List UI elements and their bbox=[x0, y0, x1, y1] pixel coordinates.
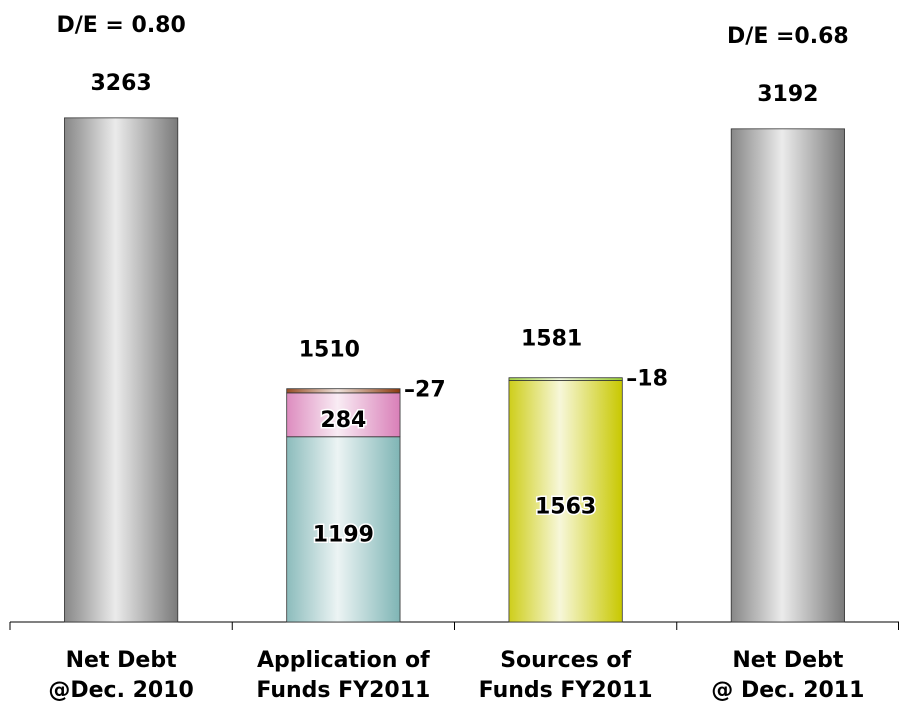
bar-segment bbox=[508, 377, 623, 381]
value-label: 1199 bbox=[313, 522, 374, 547]
value-label: –27 bbox=[404, 378, 446, 403]
value-label: 3263 bbox=[91, 71, 152, 96]
x-tick-label: Net Debt bbox=[66, 648, 177, 673]
bar-segment bbox=[286, 388, 401, 394]
bar-segment bbox=[286, 436, 401, 623]
bar-segment bbox=[286, 392, 401, 438]
x-tick-label: Funds FY2011 bbox=[256, 678, 430, 702]
bar-segment bbox=[64, 117, 179, 623]
total-label: 1581 bbox=[521, 327, 582, 352]
bar-segment bbox=[730, 128, 845, 623]
annotation: D/E = 0.80 bbox=[56, 13, 185, 38]
x-tick-label: Funds FY2011 bbox=[479, 678, 653, 702]
value-label: 3192 bbox=[757, 82, 818, 107]
x-tick-label: Net Debt bbox=[732, 648, 843, 673]
x-tick-label: @ Dec. 2011 bbox=[711, 678, 864, 702]
x-tick-label: Application of bbox=[257, 648, 430, 673]
annotation: D/E =0.68 bbox=[727, 24, 849, 49]
x-tick-label: @Dec. 2010 bbox=[48, 678, 193, 702]
x-tick-label: Sources of bbox=[500, 648, 631, 673]
bar-segment bbox=[508, 380, 623, 623]
value-label: 284 bbox=[320, 408, 366, 433]
total-label: 1510 bbox=[299, 338, 360, 363]
value-label: 1563 bbox=[535, 494, 596, 519]
value-label: –18 bbox=[626, 367, 668, 392]
